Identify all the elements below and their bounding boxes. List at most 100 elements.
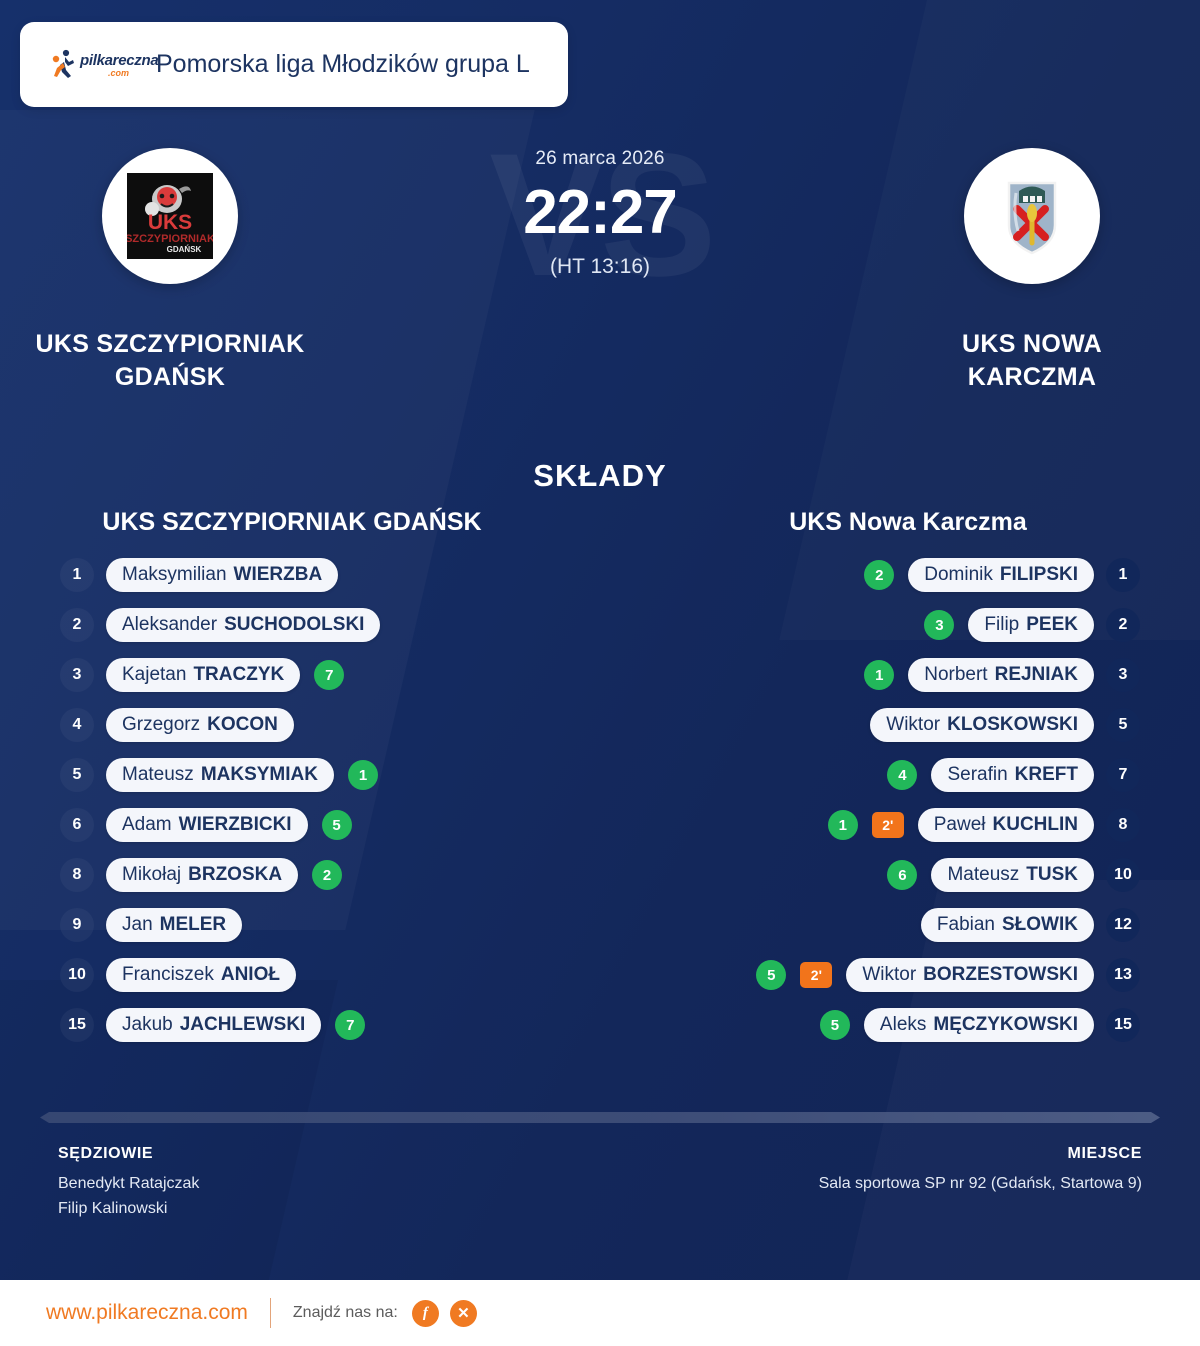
player-name-pill[interactable]: Jakub JACHLEWSKI: [106, 1008, 322, 1042]
stage-background: pilkareczna .com Pomorska liga Młodzików…: [0, 0, 1200, 1280]
goals-badge: 1: [864, 660, 895, 690]
player-number: 5: [60, 758, 94, 792]
player-first-name: Grzegorz: [122, 714, 201, 735]
player-row[interactable]: 15 Jakub JACHLEWSKI 7: [60, 1006, 560, 1044]
away-team-name: UKS Nowa Karczma UKS NOWA KARCZMA: [862, 328, 1200, 393]
player-name-pill[interactable]: Kajetan TRACZYK: [106, 658, 301, 692]
player-number: 10: [1106, 858, 1140, 892]
player-name-pill[interactable]: Franciszek ANIOŁ: [106, 958, 296, 992]
handball-player-icon: [52, 49, 74, 78]
player-name-pill[interactable]: Jan MELER: [106, 908, 243, 942]
player-number: 9: [60, 908, 94, 942]
player-first-name: Aleksander: [122, 614, 218, 635]
player-number: 5: [1106, 708, 1140, 742]
player-name-pill[interactable]: Serafin KREFT: [931, 758, 1094, 792]
player-name-pill[interactable]: Paweł KUCHLIN: [917, 808, 1094, 842]
facebook-icon[interactable]: f: [411, 1299, 439, 1327]
player-number: 1: [1106, 558, 1140, 592]
player-row[interactable]: 6 Adam WIERZBICKI 5: [60, 806, 560, 844]
goals-badge: 1: [347, 760, 378, 790]
home-lineup-title: UKS SZCZYPIORNIAK GDAŃSK: [102, 508, 482, 536]
player-name-pill[interactable]: Aleksander SUCHODOLSKI: [106, 608, 381, 642]
player-row[interactable]: 10 Franciszek ANIOŁ: [60, 956, 560, 994]
player-number: 2: [1106, 608, 1140, 642]
website-url[interactable]: www.pilkareczna.com: [46, 1301, 248, 1324]
player-first-name: Wiktor: [886, 714, 941, 735]
player-last-name: MELER: [159, 914, 227, 935]
goals-badge: 6: [887, 860, 918, 890]
uks-szczypiorniak-gdansk-crest-icon: UKS SZCZYPIORNIAK GDAŃSK: [125, 173, 215, 259]
home-team-name: UKS SZCZYPIORNIAK GDAŃSK UKS SZCZYPIORNI…: [0, 328, 340, 393]
uks-nowa-karczma-crest-icon: [1007, 181, 1057, 255]
player-last-name: MAKSYMIAK: [200, 764, 318, 785]
goals-badge: 2: [864, 560, 895, 590]
home-roster-list: 1 Maksymilian WIERZBA 2 Aleksander SUCHODOLSK…: [60, 556, 560, 1056]
player-row[interactable]: 5 Aleks MĘCZYKOWSKI 15: [640, 1006, 1140, 1044]
player-row[interactable]: 3 Kajetan TRACZYK 7: [60, 656, 560, 694]
player-name-pill[interactable]: Mateusz TUSK: [931, 858, 1094, 892]
player-row[interactable]: 1 Maksymilian WIERZBA: [60, 556, 560, 594]
logo-wordmark: pilkareczna: [80, 51, 159, 69]
goals-badge: 7: [314, 660, 345, 690]
player-first-name: Serafin: [947, 764, 1008, 785]
player-name-pill[interactable]: Wiktor BORZESTOWSKI: [846, 958, 1094, 992]
player-name-pill[interactable]: Norbert REJNIAK: [908, 658, 1094, 692]
x-twitter-icon[interactable]: ✕: [449, 1299, 477, 1327]
player-number: 12: [1106, 908, 1140, 942]
referee-name: Filip Kalinowski: [58, 1199, 168, 1217]
player-number: 10: [60, 958, 94, 992]
home-team-block: UKS SZCZYPIORNIAK GDAŃSK UKS SZCZYPIORNI…: [0, 148, 340, 393]
pilkareczna-logo: pilkareczna .com: [50, 48, 159, 82]
player-name-pill[interactable]: Dominik FILIPSKI: [908, 558, 1094, 592]
player-row[interactable]: 4 Grzegorz KOCON: [60, 706, 560, 744]
player-row[interactable]: 4 Serafin KREFT 7: [640, 756, 1140, 794]
player-number: 6: [60, 808, 94, 842]
svg-text:GDAŃSK: GDAŃSK: [167, 245, 202, 254]
player-first-name: Aleks: [879, 1014, 927, 1035]
player-row[interactable]: 9 Jan MELER: [60, 906, 560, 944]
player-row[interactable]: 5 Mateusz MAKSYMIAK 1: [60, 756, 560, 794]
player-first-name: Norbert: [924, 664, 988, 685]
player-row[interactable]: 2 Aleksander SUCHODOLSKI: [60, 606, 560, 644]
player-name-pill[interactable]: Fabian SŁOWIK: [920, 908, 1094, 942]
player-row[interactable]: 1 Norbert REJNIAK 3: [640, 656, 1140, 694]
find-us-label: Znajdź nas na:: [292, 1304, 398, 1321]
player-last-name: JACHLEWSKI: [179, 1014, 306, 1035]
player-row[interactable]: 6 Mateusz TUSK 10: [640, 856, 1140, 894]
away-team-crest: [964, 148, 1100, 284]
player-row[interactable]: 5 2' Wiktor BORZESTOWSKI 13: [640, 956, 1140, 994]
player-name-pill[interactable]: Mikołaj BRZOSKA: [106, 858, 299, 892]
player-name-pill[interactable]: Wiktor KLOSKOWSKI: [870, 708, 1094, 742]
referees-title: SĘDZIOWIE: [58, 1145, 154, 1162]
player-name-pill[interactable]: Grzegorz KOCON: [106, 708, 294, 742]
player-row[interactable]: 2 Dominik FILIPSKI 1: [640, 556, 1140, 594]
player-number: 15: [1106, 1008, 1140, 1042]
final-score: 22:27: [523, 178, 678, 247]
player-row[interactable]: Fabian SŁOWIK 12: [640, 906, 1140, 944]
player-last-name: KLOSKOWSKI: [947, 714, 1078, 735]
player-first-name: Fabian: [936, 914, 995, 935]
player-number: 2: [60, 608, 94, 642]
player-name-pill[interactable]: Mateusz MAKSYMIAK: [106, 758, 334, 792]
player-row[interactable]: Wiktor KLOSKOWSKI 5: [640, 706, 1140, 744]
player-name-pill[interactable]: Filip PEEK: [968, 608, 1094, 642]
player-name-pill[interactable]: Adam WIERZBICKI: [106, 808, 308, 842]
away-team-name-line1: UKS NOWA: [962, 330, 1102, 358]
player-number: 13: [1106, 958, 1140, 992]
goals-badge: 1: [827, 810, 858, 840]
player-last-name: SUCHODOLSKI: [224, 614, 365, 635]
player-row[interactable]: 1 2' Paweł KUCHLIN 8: [640, 806, 1140, 844]
player-name-pill[interactable]: Aleks MĘCZYKOWSKI: [863, 1008, 1094, 1042]
player-number: 8: [1106, 808, 1140, 842]
goals-badge: 5: [819, 1010, 850, 1040]
player-name-pill[interactable]: Maksymilian WIERZBA: [106, 558, 339, 592]
home-team-name-line2: GDAŃSK: [114, 362, 226, 391]
svg-text:SZCZYPIORNIAK: SZCZYPIORNIAK: [127, 233, 213, 245]
competition-title-card: pilkareczna .com Pomorska liga Młodzików…: [20, 22, 568, 107]
player-row[interactable]: 3 Filip PEEK 2: [640, 606, 1140, 644]
player-row[interactable]: 8 Mikołaj BRZOSKA 2: [60, 856, 560, 894]
player-last-name: REJNIAK: [994, 664, 1078, 685]
player-number: 3: [60, 658, 94, 692]
player-last-name: TRACZYK: [193, 664, 285, 685]
player-last-name: KREFT: [1014, 764, 1078, 785]
